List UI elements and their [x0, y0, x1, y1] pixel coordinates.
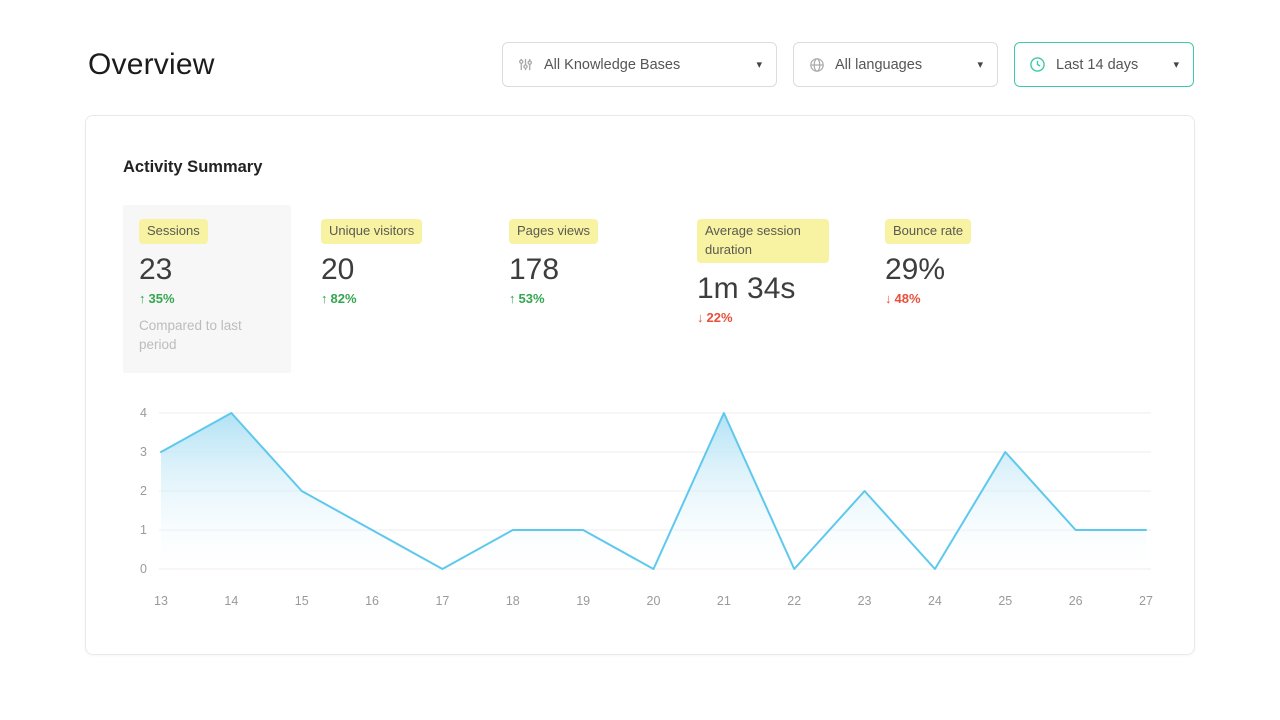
chart-y-tick: 1	[140, 523, 147, 537]
chart-x-tick: 14	[224, 594, 238, 608]
chart-x-tick: 25	[998, 594, 1012, 608]
chart-y-tick: 2	[140, 484, 147, 498]
chart-x-tick: 27	[1139, 594, 1153, 608]
activity-chart: 0 1 2 3 4 13 14 15 16 17 18 19 20 21 22 23 24 25 26 27	[123, 405, 1157, 617]
metric-change-value: 22%	[706, 309, 733, 325]
chart-x-tick: 20	[647, 594, 661, 608]
metric-value: 1m 34s	[697, 271, 796, 305]
metric-value: 23	[139, 252, 173, 286]
activity-summary-card: Activity Summary Sessions 23 ↑ 35% Compar…	[85, 115, 1195, 655]
page-title: Overview	[88, 47, 215, 81]
filter-bar: All Knowledge Bases ▾ All languages ▾	[502, 42, 1194, 87]
globe-icon	[808, 56, 825, 73]
metric-pages-views: Pages views 178 ↑ 53%	[509, 205, 667, 306]
metric-change-value: 48%	[894, 290, 921, 306]
topbar: Overview All Knowledge Bases ▾	[0, 0, 1280, 87]
chart-x-tick: 15	[295, 594, 309, 608]
metric-label: Average session duration	[697, 219, 829, 263]
metric-avg-session-duration: Average session duration 1m 34s ↓ 22%	[697, 205, 855, 325]
metric-value: 29%	[885, 252, 946, 286]
chevron-down-icon: ▾	[756, 59, 762, 71]
chevron-down-icon: ▾	[977, 59, 983, 71]
chart-x-tick: 19	[576, 594, 590, 608]
chart-x-tick: 23	[858, 594, 872, 608]
chart-y-tick: 3	[140, 445, 147, 459]
chart-x-tick: 26	[1069, 594, 1083, 608]
trend-arrow-icon: ↑	[321, 290, 328, 306]
chevron-down-icon: ▾	[1173, 59, 1179, 71]
chart-x-tick: 13	[154, 594, 168, 608]
trend-arrow-icon: ↓	[885, 290, 892, 306]
card-title: Activity Summary	[123, 158, 263, 176]
chart-x-tick: 18	[506, 594, 520, 608]
trend-arrow-icon: ↑	[139, 290, 146, 306]
metric-change-value: 82%	[330, 290, 357, 306]
chart-y-tick: 4	[140, 406, 147, 420]
metric-label: Bounce rate	[885, 219, 972, 244]
metric-unique-visitors: Unique visitors 20 ↑ 82%	[321, 205, 479, 306]
trend-arrow-icon: ↓	[697, 309, 704, 325]
metric-change-value: 53%	[518, 290, 545, 306]
metric-value: 20	[321, 252, 355, 286]
trend-arrow-icon: ↑	[509, 290, 516, 306]
metric-change: ↑ 53%	[509, 291, 667, 306]
metric-change: ↑ 82%	[321, 291, 479, 306]
metric-label: Unique visitors	[321, 219, 423, 244]
languages-dropdown[interactable]: All languages ▾	[793, 42, 998, 87]
metric-change: ↓ 48%	[885, 291, 1043, 306]
date-range-dropdown[interactable]: Last 14 days ▾	[1014, 42, 1194, 87]
metric-change: ↓ 22%	[697, 310, 855, 325]
date-range-selected: Last 14 days	[1056, 56, 1139, 73]
metric-sessions: Sessions 23 ↑ 35% Compared to last period	[123, 205, 291, 373]
knowledge-bases-selected: All Knowledge Bases	[544, 56, 681, 73]
metrics-row: Sessions 23 ↑ 35% Compared to last period…	[123, 205, 1157, 373]
metric-change-value: 35%	[148, 290, 175, 306]
metric-label: Pages views	[509, 219, 598, 244]
metric-value: 178	[509, 252, 560, 286]
chart-x-tick: 22	[787, 594, 801, 608]
chart-x-tick: 16	[365, 594, 379, 608]
chart-y-tick: 0	[140, 562, 147, 576]
metric-bounce-rate: Bounce rate 29% ↓ 48%	[885, 205, 1043, 306]
metric-change: ↑ 35%	[139, 291, 275, 306]
clock-icon	[1029, 56, 1046, 73]
languages-selected: All languages	[835, 56, 923, 73]
comparison-note: Compared to last period	[139, 317, 242, 353]
metric-label: Sessions	[139, 219, 208, 244]
chart-x-tick: 21	[717, 594, 731, 608]
chart-x-tick: 24	[928, 594, 942, 608]
chart-x-tick: 17	[435, 594, 449, 608]
knowledge-bases-dropdown[interactable]: All Knowledge Bases ▾	[502, 42, 777, 87]
knowledge-base-icon	[517, 56, 534, 73]
chart-line	[160, 411, 1147, 570]
